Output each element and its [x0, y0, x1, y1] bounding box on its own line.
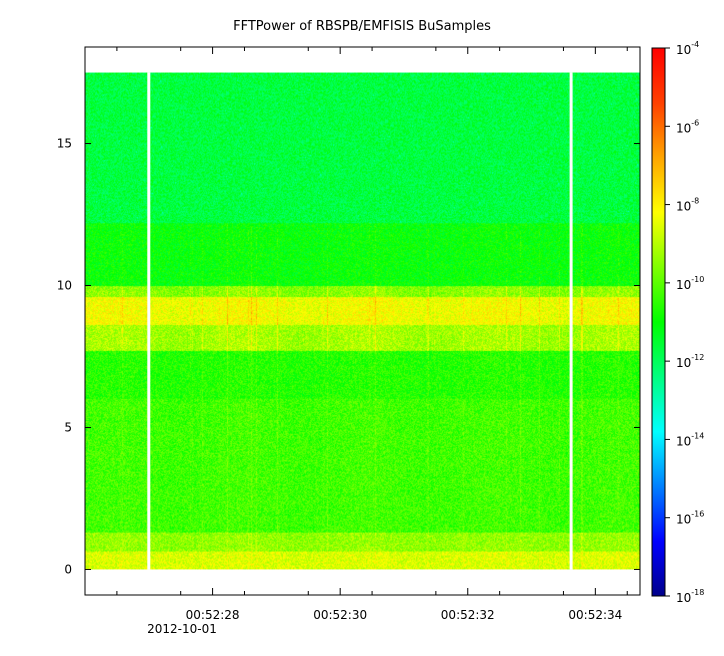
colorbar-tick-label: 10-6 [676, 118, 699, 135]
colorbar-gradient [651, 47, 666, 597]
colorbar-tick-label: 10-8 [676, 197, 699, 214]
x-tick-label: 00:52:30 [313, 608, 367, 622]
colorbar: 10-4 10-6 10-8 10-10 10-12 10-14 10-16 10-18 [651, 40, 704, 605]
colorbar-tick-label: 10-4 [676, 40, 699, 57]
y-tick-label: 0 [64, 562, 72, 576]
chart-title: FFTPower of RBSPB/EMFISIS BuSamples [233, 19, 491, 34]
y-tick-label: 10 [57, 279, 72, 293]
data-gaps [147, 72, 573, 570]
colorbar-tick-label: 10-10 [676, 275, 704, 292]
colorbar-ticks: 10-4 10-6 10-8 10-10 10-12 10-14 10-16 10-18 [665, 40, 704, 605]
y-tick-label: 15 [57, 137, 72, 151]
x-axis-date-label: 2012-10-01 [147, 622, 217, 636]
colorbar-tick-label: 10-16 [676, 510, 704, 527]
colorbar-tick-label: 10-12 [676, 353, 704, 370]
plot-area [84, 46, 641, 596]
colorbar-tick-label: 10-18 [676, 588, 704, 605]
data-gap [569, 72, 573, 570]
x-tick-label: 00:52:34 [568, 608, 622, 622]
data-gap [147, 72, 151, 570]
colorbar-tick-label: 10-14 [676, 431, 704, 448]
x-axis: 00:52:28 00:52:30 00:52:32 00:52:34 [116, 47, 628, 622]
x-tick-label: 00:52:28 [186, 608, 240, 622]
y-axis: 0 5 10 15 [57, 137, 640, 576]
spectrogram-heatmap [85, 72, 640, 570]
x-tick-label: 00:52:32 [441, 608, 495, 622]
plot-frame [84, 46, 641, 596]
y-tick-label: 5 [64, 420, 72, 434]
